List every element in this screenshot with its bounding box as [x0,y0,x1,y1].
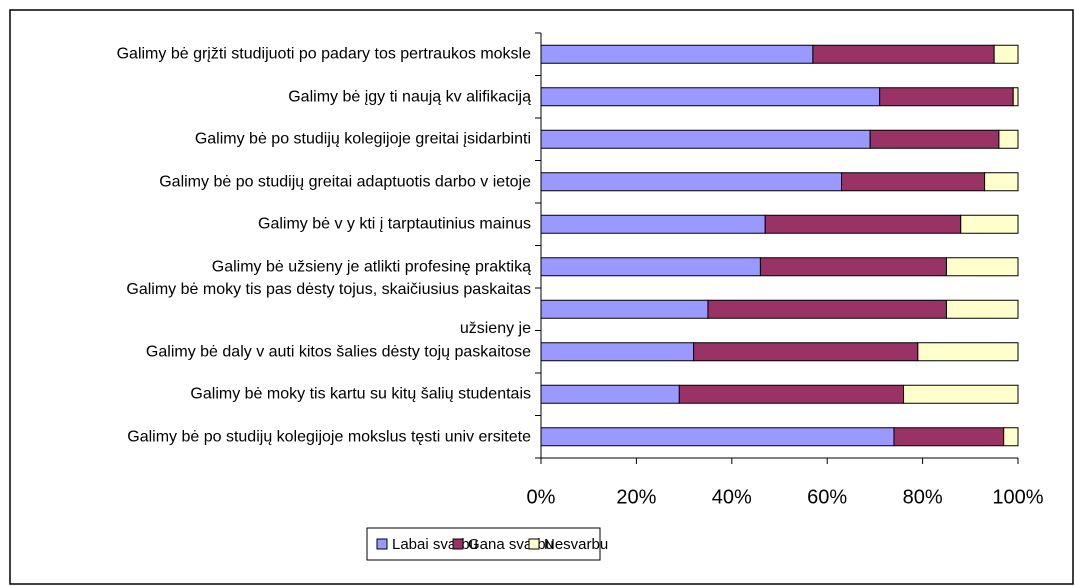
x-tick-label: 60% [807,486,847,508]
bar-segment [893,427,1005,447]
x-tick-label: 0% [527,486,556,508]
bar-segment [869,129,1000,149]
y-tick-label: Galimy bė įgy ti naują kv alifikaciją [288,88,531,106]
y-tick-label: Galimy bė moky tis pas dėsty tojus, skai… [126,281,531,338]
bar-segment [540,384,680,404]
y-tick-label: Galimy bė v y kti į tarptautinius mainus [258,215,531,233]
bar-segment [540,87,881,107]
bar-segment [903,384,1019,404]
bar-segment [678,384,905,404]
legend-label: Nesvarbu [544,536,608,553]
bar-segment [1012,87,1019,107]
bar-segment [759,257,947,277]
bar-segment [879,87,1014,107]
legend-label: Gana svarbu [468,536,554,553]
x-tick-label: 20% [616,486,656,508]
bar-segment [540,172,843,192]
y-tick-label: Galimy bė moky tis kartu su kitų šalių s… [190,385,531,403]
y-tick-label: Galimy bė daly v auti kitos šalies dėsty… [145,343,531,361]
bar-segment [993,44,1019,64]
y-tick-label: Galimy bė grįžti studijuoti po padary to… [116,45,531,63]
bar-segment [540,299,709,319]
bar-segment [764,214,962,234]
bar-segment [945,299,1019,319]
x-tick-label: 100% [992,486,1043,508]
bar-segment [540,129,871,149]
bar-segment [945,257,1019,277]
bar-segment [984,172,1019,192]
x-tick-label: 80% [903,486,943,508]
x-tick-label: 40% [712,486,752,508]
y-tick-label: Galimy bė po studijų kolegijoje mokslus … [127,428,531,446]
legend-label: Labai svarbu [392,536,478,553]
bar-segment [540,44,814,64]
bar-segment [812,44,995,64]
bar-segment [917,342,1019,362]
bar-segment [707,299,947,319]
y-tick-label: Galimy bė po studijų kolegijoje greitai … [194,130,531,148]
bar-segment [841,172,986,192]
bar-segment [540,257,761,277]
bar-segment [960,214,1019,234]
bar-segment [1003,427,1019,447]
bar-segment [540,427,895,447]
legend-swatch [376,538,388,550]
y-tick-label: Galimy bė užsieny je atlikti profesinę p… [211,258,531,276]
legend-swatch [528,538,540,550]
legend-box [366,527,601,561]
legend-swatch [452,538,464,550]
bar-segment [693,342,919,362]
bar-segment [540,342,695,362]
y-tick-label: Galimy bė po studijų greitai adaptuotis … [159,173,531,191]
bar-segment [540,214,766,234]
bar-segment [998,129,1019,149]
